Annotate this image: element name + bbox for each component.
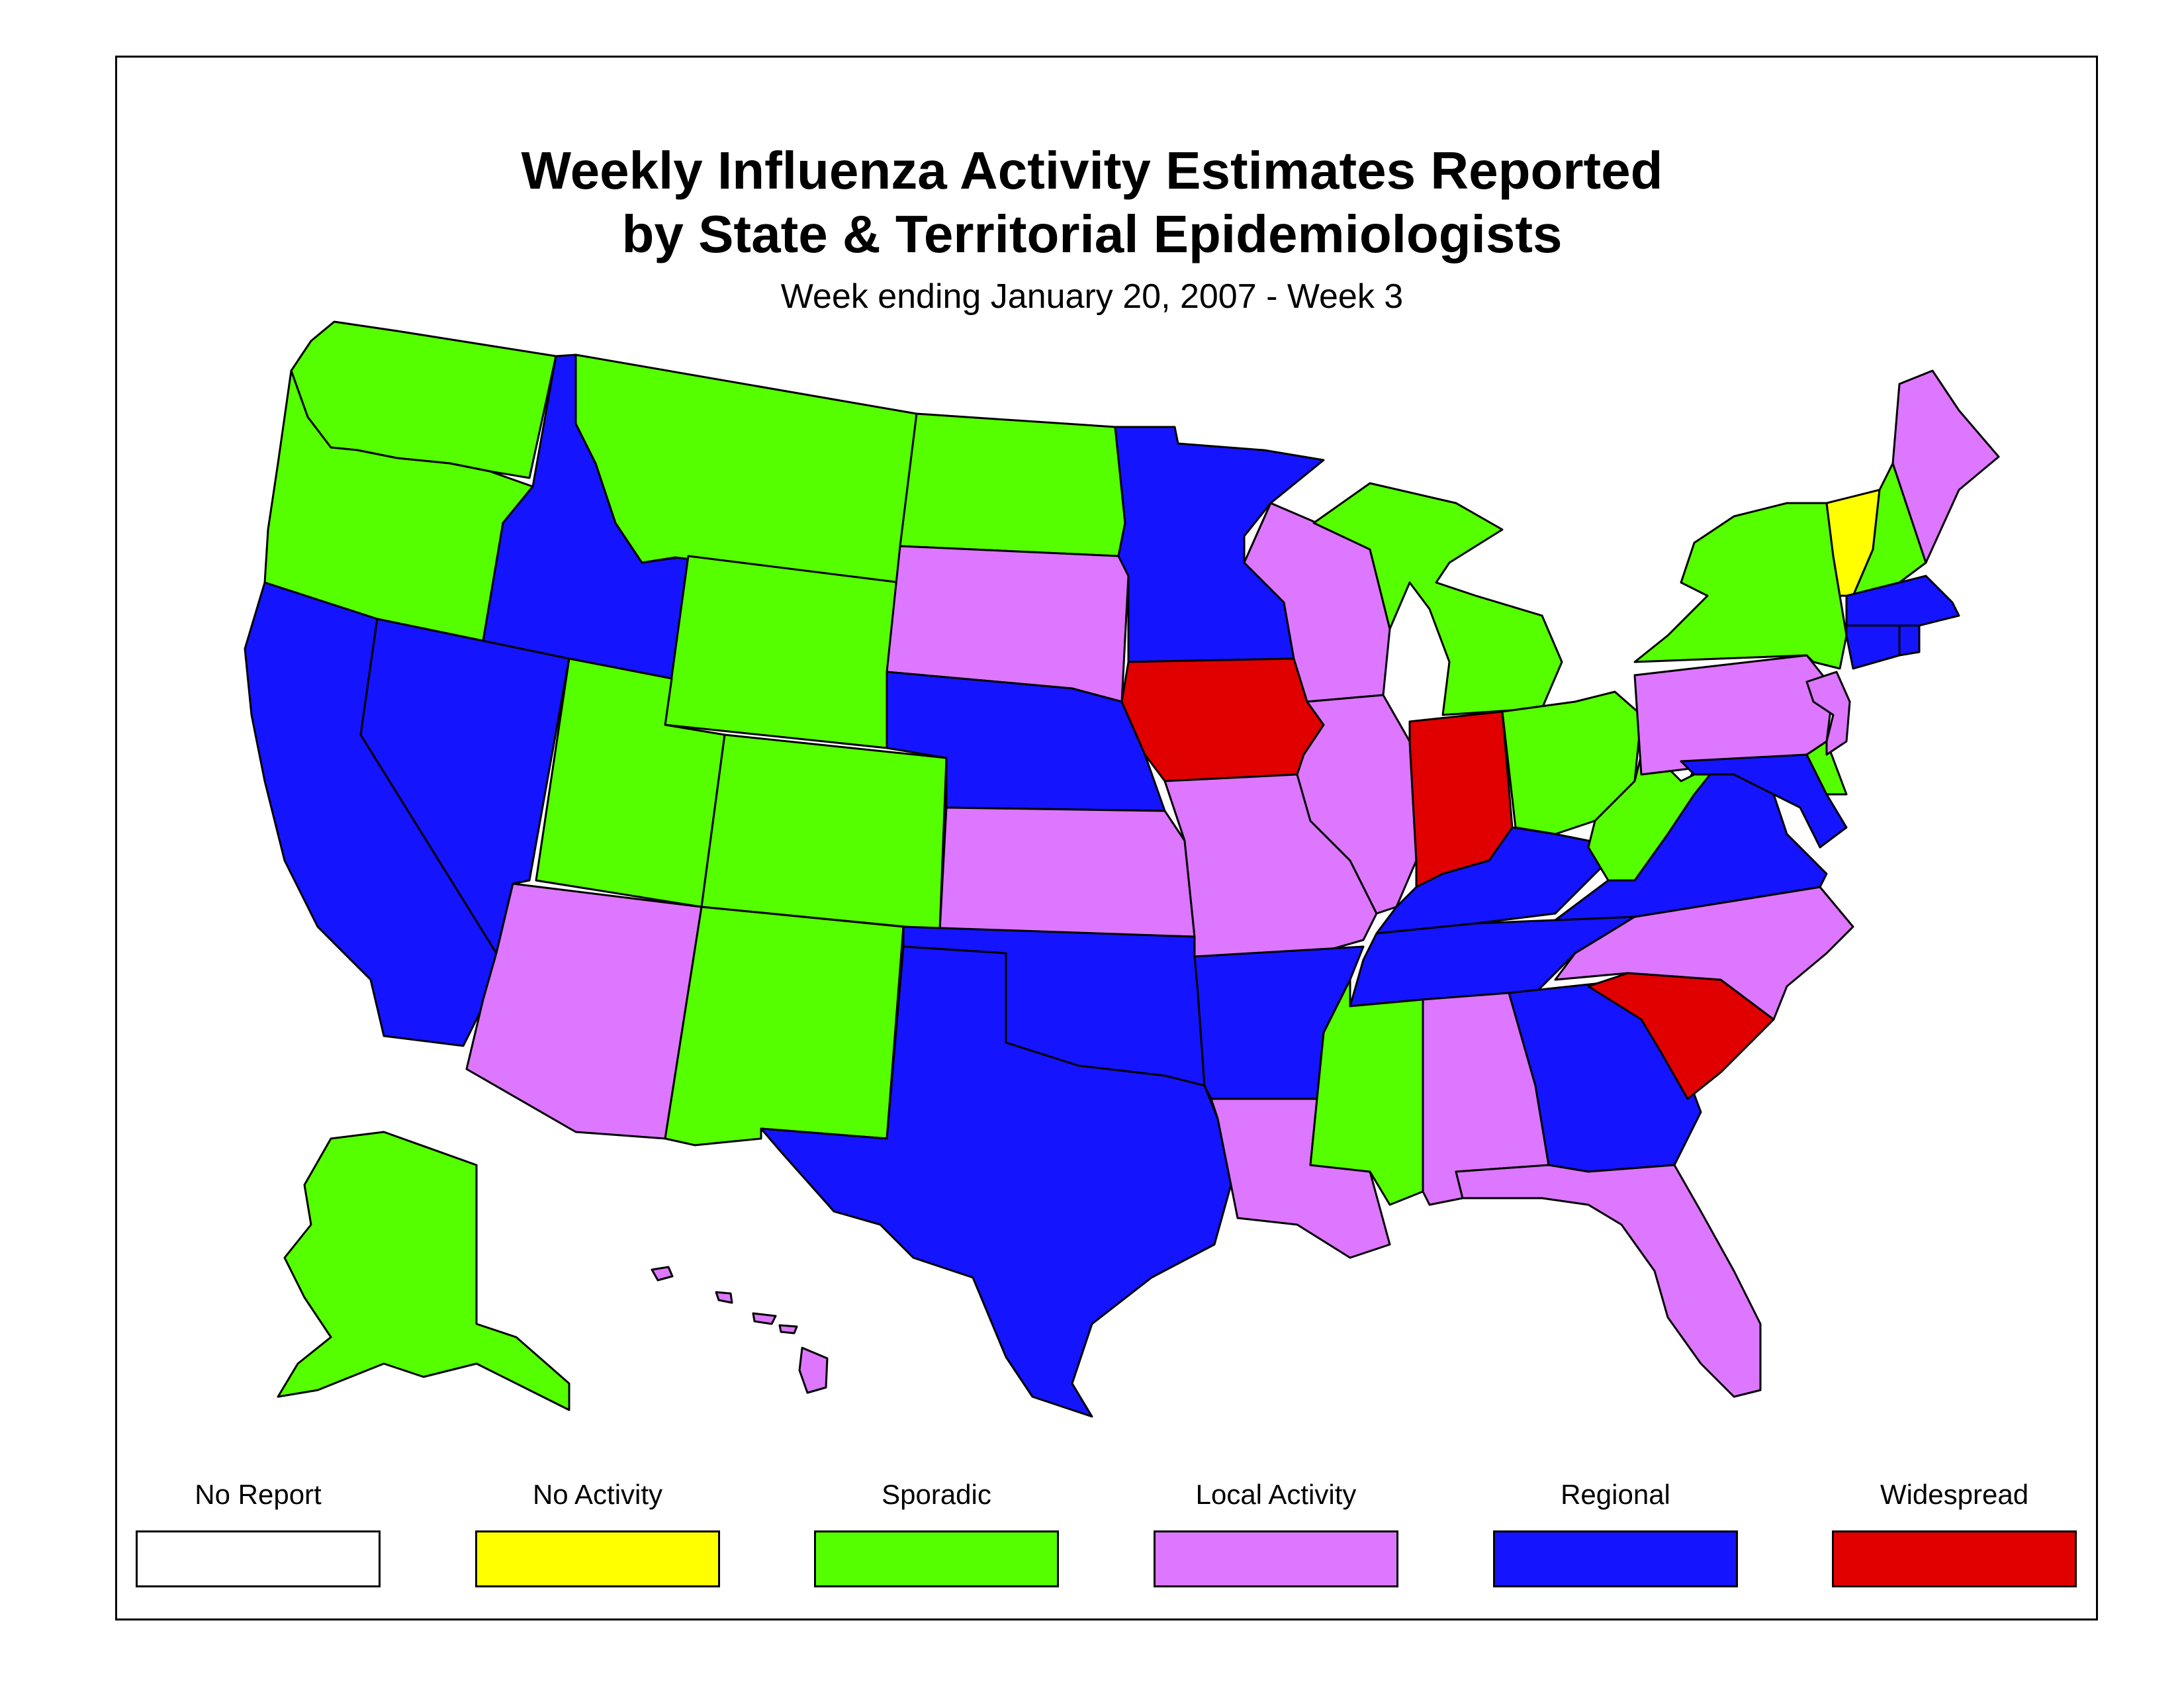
- legend-swatch: [1493, 1530, 1738, 1587]
- state-RI: [1898, 624, 1921, 657]
- state-CT: [1845, 624, 1901, 670]
- legend-label: Widespread: [1880, 1479, 2029, 1510]
- legend-label: Sporadic: [882, 1479, 991, 1510]
- state-NJ: [1805, 671, 1851, 756]
- map-subtitle: Week ending January 20, 2007 - Week 3: [780, 277, 1404, 316]
- state-DE: [1805, 740, 1848, 796]
- legend-swatch: [136, 1530, 381, 1587]
- map-title-line1: Weekly Influenza Activity Estimates Repo…: [521, 141, 1663, 200]
- legend-item-regional: Regional: [1493, 1476, 1738, 1587]
- state-NC: [1554, 886, 1854, 1021]
- state-MI: [1312, 482, 1563, 716]
- state-KS: [938, 806, 1196, 938]
- state-IL: [1296, 694, 1418, 915]
- legend-item-widespread: Widespread: [1832, 1476, 2077, 1587]
- map-title-line2: by State & Territorial Epidemiologists: [621, 205, 1563, 263]
- legend-swatch: [1154, 1530, 1398, 1587]
- state-WY: [664, 555, 901, 749]
- state-AK: [277, 1131, 570, 1411]
- state-HI: [651, 1266, 829, 1394]
- legend-label: No Activity: [532, 1479, 663, 1510]
- legend-label: No Report: [195, 1479, 322, 1510]
- state-CO: [700, 733, 948, 931]
- state-NM: [664, 906, 905, 1147]
- state-FL: [1455, 1164, 1762, 1398]
- state-ND: [899, 412, 1126, 557]
- state-WI: [1243, 502, 1391, 703]
- legend-item-local: Local Activity: [1154, 1476, 1398, 1587]
- state-IA: [1120, 657, 1325, 782]
- legend-label: Regional: [1561, 1479, 1670, 1510]
- legend-item-no-activity: No Activity: [475, 1476, 720, 1587]
- map-frame: [115, 56, 2098, 1620]
- legend-swatch: [475, 1530, 720, 1587]
- state-NY: [1633, 502, 1848, 670]
- legend-swatch: [1832, 1530, 2077, 1587]
- legend-item-sporadic: Sporadic: [814, 1476, 1059, 1587]
- legend-item-no-report: No Report: [136, 1476, 381, 1587]
- state-ME: [1891, 369, 2000, 564]
- state-TX: [760, 945, 1232, 1418]
- state-TN: [1349, 915, 1636, 1008]
- legend-swatch: [814, 1530, 1059, 1587]
- legend-label: Local Activity: [1195, 1479, 1357, 1510]
